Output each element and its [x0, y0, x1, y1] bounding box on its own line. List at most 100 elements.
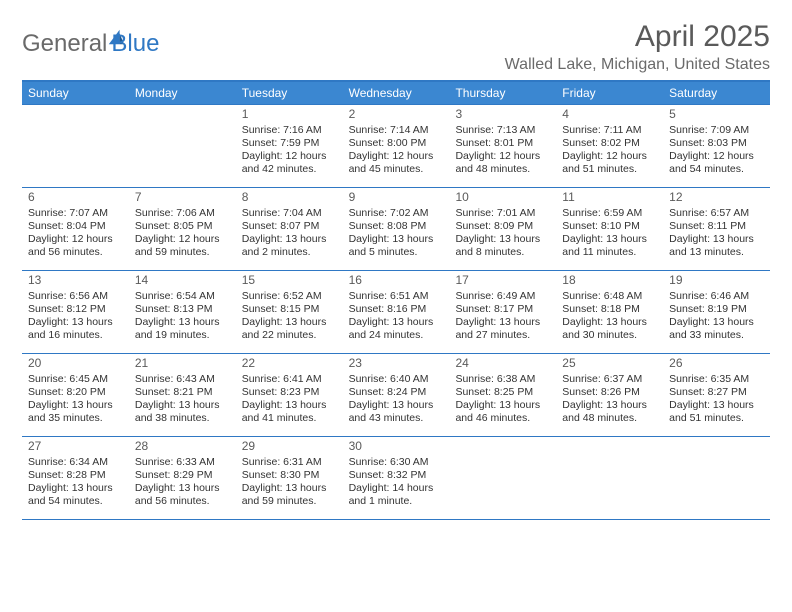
sunrise-line: Sunrise: 6:31 AM [242, 456, 337, 469]
calendar-day-cell: 9Sunrise: 7:02 AMSunset: 8:08 PMDaylight… [343, 188, 450, 270]
day-number: 24 [455, 356, 550, 371]
daylight-line: Daylight: 13 hours and 35 minutes. [28, 399, 123, 425]
sunrise-line: Sunrise: 6:33 AM [135, 456, 230, 469]
daylight-line: Daylight: 13 hours and 56 minutes. [135, 482, 230, 508]
calendar-blank-cell [129, 105, 236, 187]
daylight-line: Daylight: 12 hours and 42 minutes. [242, 150, 337, 176]
weekday-header: Monday [129, 86, 236, 100]
sunrise-line: Sunrise: 6:54 AM [135, 290, 230, 303]
calendar-week-row: 27Sunrise: 6:34 AMSunset: 8:28 PMDayligh… [22, 436, 770, 519]
sunrise-line: Sunrise: 7:09 AM [669, 124, 764, 137]
day-number: 2 [349, 107, 444, 122]
calendar-day-cell: 18Sunrise: 6:48 AMSunset: 8:18 PMDayligh… [556, 271, 663, 353]
daylight-line: Daylight: 12 hours and 56 minutes. [28, 233, 123, 259]
calendar-day-cell: 17Sunrise: 6:49 AMSunset: 8:17 PMDayligh… [449, 271, 556, 353]
sunrise-line: Sunrise: 6:40 AM [349, 373, 444, 386]
daylight-line: Daylight: 12 hours and 51 minutes. [562, 150, 657, 176]
calendar-week-row: 6Sunrise: 7:07 AMSunset: 8:04 PMDaylight… [22, 187, 770, 270]
daylight-line: Daylight: 13 hours and 24 minutes. [349, 316, 444, 342]
sunset-line: Sunset: 8:08 PM [349, 220, 444, 233]
day-number: 28 [135, 439, 230, 454]
calendar-day-cell: 15Sunrise: 6:52 AMSunset: 8:15 PMDayligh… [236, 271, 343, 353]
daylight-line: Daylight: 13 hours and 46 minutes. [455, 399, 550, 425]
calendar-day-cell: 6Sunrise: 7:07 AMSunset: 8:04 PMDaylight… [22, 188, 129, 270]
brand-text-1: General [22, 32, 107, 56]
sunrise-line: Sunrise: 6:48 AM [562, 290, 657, 303]
calendar-day-cell: 4Sunrise: 7:11 AMSunset: 8:02 PMDaylight… [556, 105, 663, 187]
calendar-week-row: 13Sunrise: 6:56 AMSunset: 8:12 PMDayligh… [22, 270, 770, 353]
sunset-line: Sunset: 8:18 PM [562, 303, 657, 316]
day-number: 5 [669, 107, 764, 122]
calendar-day-cell: 23Sunrise: 6:40 AMSunset: 8:24 PMDayligh… [343, 354, 450, 436]
sunrise-line: Sunrise: 7:11 AM [562, 124, 657, 137]
calendar-day-cell: 8Sunrise: 7:04 AMSunset: 8:07 PMDaylight… [236, 188, 343, 270]
day-number: 10 [455, 190, 550, 205]
sunrise-line: Sunrise: 6:37 AM [562, 373, 657, 386]
sunset-line: Sunset: 8:11 PM [669, 220, 764, 233]
day-number: 18 [562, 273, 657, 288]
calendar-day-cell: 1Sunrise: 7:16 AMSunset: 7:59 PMDaylight… [236, 105, 343, 187]
sunset-line: Sunset: 8:09 PM [455, 220, 550, 233]
calendar-day-cell: 11Sunrise: 6:59 AMSunset: 8:10 PMDayligh… [556, 188, 663, 270]
sunset-line: Sunset: 8:24 PM [349, 386, 444, 399]
daylight-line: Daylight: 13 hours and 59 minutes. [242, 482, 337, 508]
sunset-line: Sunset: 7:59 PM [242, 137, 337, 150]
calendar-day-cell: 12Sunrise: 6:57 AMSunset: 8:11 PMDayligh… [663, 188, 770, 270]
daylight-line: Daylight: 12 hours and 45 minutes. [349, 150, 444, 176]
day-number: 30 [349, 439, 444, 454]
day-number: 17 [455, 273, 550, 288]
sunrise-line: Sunrise: 6:30 AM [349, 456, 444, 469]
brand-logo: General Blue [22, 28, 159, 56]
daylight-line: Daylight: 13 hours and 16 minutes. [28, 316, 123, 342]
daylight-line: Daylight: 13 hours and 48 minutes. [562, 399, 657, 425]
sunrise-line: Sunrise: 7:06 AM [135, 207, 230, 220]
sunset-line: Sunset: 8:27 PM [669, 386, 764, 399]
sunrise-line: Sunrise: 7:02 AM [349, 207, 444, 220]
daylight-line: Daylight: 13 hours and 33 minutes. [669, 316, 764, 342]
page-title: April 2025 [505, 20, 770, 54]
sunrise-line: Sunrise: 6:34 AM [28, 456, 123, 469]
calendar-day-cell: 2Sunrise: 7:14 AMSunset: 8:00 PMDaylight… [343, 105, 450, 187]
daylight-line: Daylight: 13 hours and 54 minutes. [28, 482, 123, 508]
day-number: 4 [562, 107, 657, 122]
daylight-line: Daylight: 13 hours and 11 minutes. [562, 233, 657, 259]
sunset-line: Sunset: 8:26 PM [562, 386, 657, 399]
day-number: 9 [349, 190, 444, 205]
daylight-line: Daylight: 14 hours and 1 minute. [349, 482, 444, 508]
sunset-line: Sunset: 8:04 PM [28, 220, 123, 233]
calendar-table: SundayMondayTuesdayWednesdayThursdayFrid… [22, 80, 770, 520]
daylight-line: Daylight: 12 hours and 48 minutes. [455, 150, 550, 176]
daylight-line: Daylight: 13 hours and 22 minutes. [242, 316, 337, 342]
daylight-line: Daylight: 13 hours and 41 minutes. [242, 399, 337, 425]
day-number: 16 [349, 273, 444, 288]
day-number: 6 [28, 190, 123, 205]
calendar-day-cell: 27Sunrise: 6:34 AMSunset: 8:28 PMDayligh… [22, 437, 129, 519]
day-number: 20 [28, 356, 123, 371]
sunset-line: Sunset: 8:15 PM [242, 303, 337, 316]
day-number: 19 [669, 273, 764, 288]
sunset-line: Sunset: 8:03 PM [669, 137, 764, 150]
sunset-line: Sunset: 8:29 PM [135, 469, 230, 482]
calendar-blank-cell [22, 105, 129, 187]
weekday-header: Friday [556, 86, 663, 100]
sunrise-line: Sunrise: 6:41 AM [242, 373, 337, 386]
sunset-line: Sunset: 8:21 PM [135, 386, 230, 399]
day-number: 25 [562, 356, 657, 371]
sunset-line: Sunset: 8:30 PM [242, 469, 337, 482]
day-number: 26 [669, 356, 764, 371]
sunrise-line: Sunrise: 6:56 AM [28, 290, 123, 303]
day-number: 13 [28, 273, 123, 288]
calendar-week-row: 1Sunrise: 7:16 AMSunset: 7:59 PMDaylight… [22, 104, 770, 187]
sunset-line: Sunset: 8:16 PM [349, 303, 444, 316]
weekday-header: Wednesday [343, 86, 450, 100]
sunrise-line: Sunrise: 6:35 AM [669, 373, 764, 386]
calendar-blank-cell [556, 437, 663, 519]
daylight-line: Daylight: 13 hours and 19 minutes. [135, 316, 230, 342]
day-number: 29 [242, 439, 337, 454]
sunset-line: Sunset: 8:32 PM [349, 469, 444, 482]
daylight-line: Daylight: 13 hours and 13 minutes. [669, 233, 764, 259]
sunset-line: Sunset: 8:01 PM [455, 137, 550, 150]
day-number: 11 [562, 190, 657, 205]
day-number: 8 [242, 190, 337, 205]
daylight-line: Daylight: 12 hours and 54 minutes. [669, 150, 764, 176]
